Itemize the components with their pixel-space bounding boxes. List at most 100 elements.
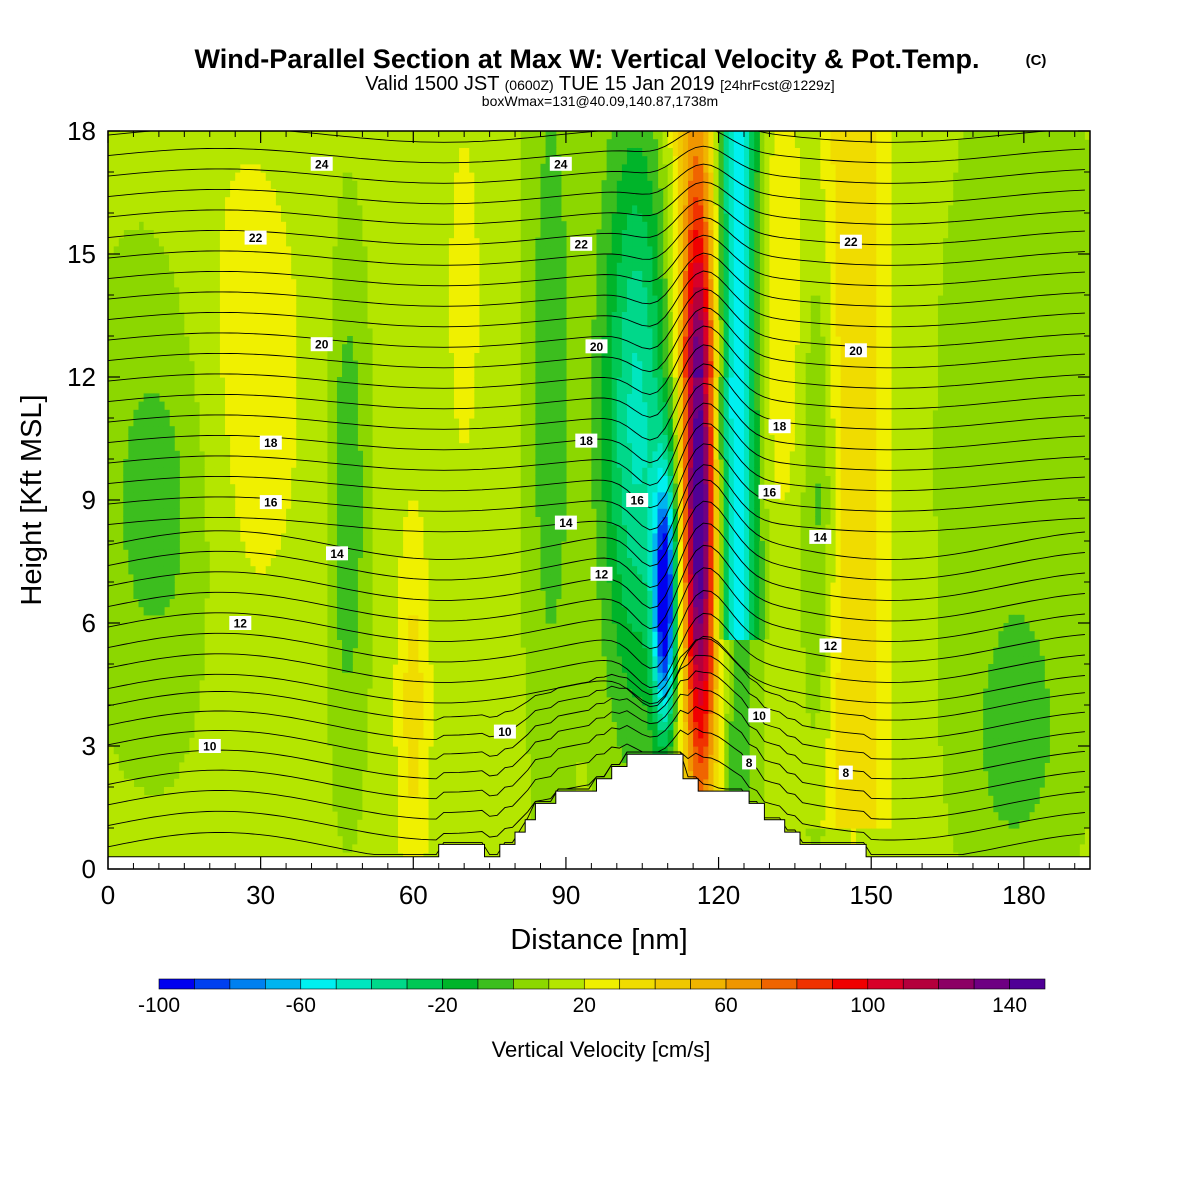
theta-contours — [108, 131, 1085, 856]
contour-label: 10 — [753, 709, 767, 723]
contour-label-bg — [326, 546, 348, 561]
colorbar-swatch — [583, 978, 621, 990]
contour-label-bg — [198, 739, 221, 753]
contour-label: 22 — [575, 237, 589, 251]
valid-time: Valid 1500 JST (0600Z) TUE 15 Jan 2019 [… — [365, 73, 834, 95]
colorbar-swatch — [194, 978, 231, 990]
contour-label-bg — [819, 638, 842, 653]
x-axis: 0 30 60 90 120 150 180 — [101, 131, 1076, 910]
contour-label-bg — [839, 234, 862, 249]
colorbar-swatch — [832, 978, 869, 990]
colorbar-tick-label: -60 — [286, 994, 316, 1017]
colorbar-swatch — [158, 978, 195, 990]
plot-area: 24 24 22 22 22 20 20 20 18 18 18 16 16 16 14 14 14 12 12 12… — [108, 131, 1090, 869]
terrain-mask — [108, 753, 1090, 869]
copyright-mark: (C) — [1026, 52, 1047, 69]
x-tick-label: 30 — [246, 880, 275, 910]
contour-label-bg — [742, 755, 757, 770]
contour-label: 18 — [773, 420, 787, 434]
contour-label-bg — [310, 156, 333, 171]
x-tick-label: 150 — [850, 880, 893, 910]
contour-label-bg — [838, 765, 853, 780]
contour-label: 12 — [234, 617, 248, 631]
y-tick-label: 3 — [82, 731, 96, 761]
x-tick-label: 60 — [399, 880, 428, 910]
contour-label: 10 — [498, 725, 512, 739]
x-tick-label: 120 — [697, 880, 740, 910]
contour-label: 20 — [849, 344, 863, 358]
contour-label: 20 — [590, 340, 604, 354]
contour-label: 14 — [330, 547, 344, 561]
x-axis-label: Distance [nm] — [510, 924, 687, 956]
contour-label: 12 — [824, 639, 838, 653]
y-axis-label: Height [Kft MSL] — [16, 394, 48, 605]
contour-label: 16 — [264, 496, 278, 510]
colorbar-tick-label: 140 — [992, 994, 1027, 1017]
colorbar-swatch — [406, 978, 443, 990]
colorbar-swatch — [513, 978, 550, 990]
contour-label-bg — [758, 484, 781, 499]
colorbar-tick-label: 20 — [573, 994, 596, 1017]
colorbar-swatch — [725, 978, 762, 990]
colorbar-swatch — [229, 978, 266, 990]
contour-label: 14 — [559, 516, 573, 530]
contour-label-bg — [809, 529, 832, 544]
contour-label: 18 — [580, 434, 594, 448]
contour-label: 10 — [203, 740, 217, 754]
y-axis: 0 3 6 9 12 15 18 — [67, 116, 1090, 884]
colorbar-tick-label: -20 — [427, 994, 457, 1017]
contour-label-bg — [554, 515, 577, 530]
contour-label: 16 — [763, 485, 777, 499]
contour-label: 8 — [842, 766, 849, 780]
box-max-info: boxWmax=131@40.09,140.87,1738m — [482, 93, 718, 109]
y-tick-label: 6 — [82, 608, 96, 638]
chart-title: Wind-Parallel Section at Max W: Vertical… — [195, 44, 980, 74]
colorbar-swatch — [938, 978, 975, 990]
valid-prefix: Valid 1500 JST — [365, 73, 499, 95]
colorbar-swatch — [902, 978, 939, 990]
contour-label-bg — [549, 156, 572, 171]
x-tick-label: 0 — [101, 880, 115, 910]
colorbar-swatch — [265, 978, 302, 990]
x-tick-label: 90 — [551, 880, 580, 910]
valid-utc: (0600Z) — [505, 77, 554, 93]
y-tick-label: 18 — [67, 116, 96, 146]
y-tick-label: 12 — [67, 362, 96, 392]
colorbar-swatch — [619, 978, 656, 990]
valid-date: TUE 15 Jan 2019 — [559, 73, 715, 95]
colorbar-tick-label: 60 — [714, 994, 737, 1017]
colorbar-swatch — [300, 978, 337, 990]
colorbar-tick-label: 100 — [850, 994, 885, 1017]
contour-label: 18 — [264, 436, 278, 450]
colorbar-swatch — [442, 978, 479, 990]
colorbar-swatch — [335, 978, 372, 990]
contour-label-bg — [585, 339, 608, 354]
y-tick-label: 15 — [67, 239, 96, 269]
contour-label-bg — [229, 616, 252, 630]
x-tick-label: 180 — [1002, 880, 1045, 910]
contour-label: 14 — [814, 530, 828, 544]
colorbar-swatch — [371, 978, 408, 990]
colorbar-swatch — [654, 978, 691, 990]
contour-label-bg — [768, 419, 791, 434]
contour-label: 22 — [844, 235, 858, 249]
colorbar-tick-label: -100 — [138, 994, 180, 1017]
colorbar-label: Vertical Velocity [cm/s] — [492, 1037, 711, 1062]
contour-label-bg — [259, 495, 282, 510]
contour-label: 24 — [554, 157, 568, 171]
y-tick-label: 0 — [82, 854, 96, 884]
contour-labels: 24 24 22 22 22 20 20 20 18 18 18 16 16 16 14 14 14 12 12 12… — [198, 156, 867, 780]
contour-label-bg — [844, 343, 867, 358]
contour-label-bg — [570, 236, 593, 251]
contour-label-bg — [748, 708, 771, 723]
colorbar-swatch — [973, 978, 1010, 990]
colorbar-swatch — [1009, 978, 1046, 990]
contour-label: 16 — [631, 494, 645, 508]
colorbar-swatch — [690, 978, 727, 990]
contour-label: 24 — [315, 157, 329, 171]
contour-label-bg — [310, 337, 333, 352]
colorbar-swatch — [477, 978, 514, 990]
contour-label-bg — [259, 435, 282, 450]
colorbar-swatch — [796, 978, 833, 990]
